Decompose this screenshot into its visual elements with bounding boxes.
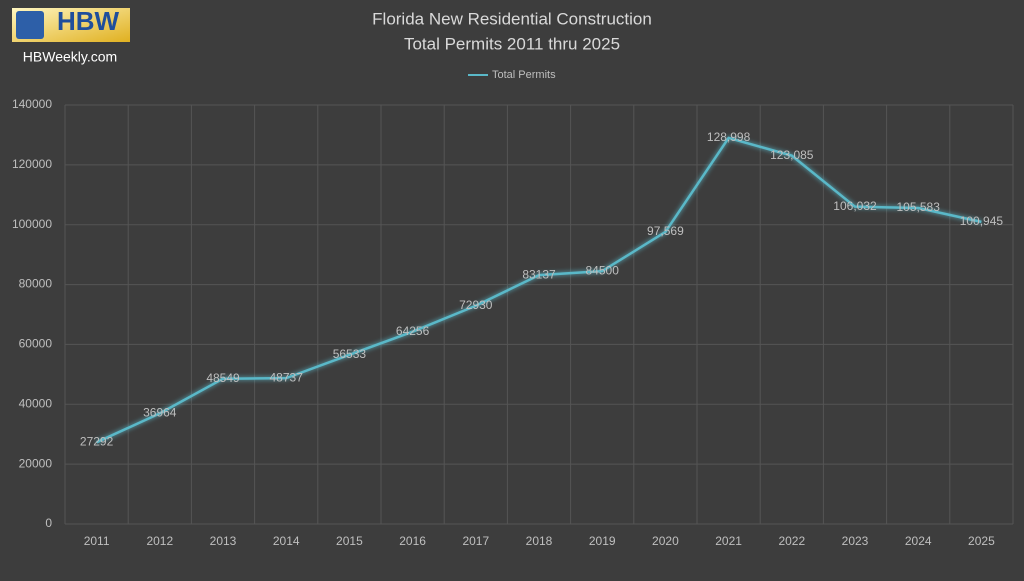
x-tick-label: 2013 — [210, 534, 237, 548]
data-label: 56533 — [333, 347, 367, 361]
y-tick-label: 20000 — [19, 456, 53, 470]
y-tick-label: 120000 — [12, 157, 52, 171]
x-tick-label: 2015 — [336, 534, 363, 548]
x-tick-label: 2022 — [778, 534, 805, 548]
data-label: 97,569 — [647, 224, 684, 238]
data-label: 72930 — [459, 298, 493, 312]
data-label: 84500 — [586, 263, 620, 277]
y-tick-label: 60000 — [19, 337, 53, 351]
data-label: 128,998 — [707, 130, 751, 144]
chart-title: Florida New Residential Construction — [372, 9, 652, 28]
site-name: HBWeekly.com — [23, 49, 117, 65]
y-tick-label: 40000 — [19, 396, 53, 410]
legend-label: Total Permits — [492, 69, 556, 81]
data-label: 106,032 — [833, 199, 877, 213]
y-tick-label: 140000 — [12, 97, 52, 111]
x-tick-label: 2018 — [526, 534, 553, 548]
logo-icon — [16, 11, 44, 39]
x-tick-label: 2019 — [589, 534, 616, 548]
data-label: 27292 — [80, 434, 114, 448]
chart-subtitle: Total Permits 2011 thru 2025 — [404, 34, 620, 53]
x-tick-label: 2016 — [399, 534, 426, 548]
x-tick-label: 2017 — [462, 534, 489, 548]
data-label: 123,085 — [770, 148, 814, 162]
data-label: 48549 — [206, 371, 240, 385]
x-tick-label: 2011 — [84, 534, 110, 548]
y-tick-label: 100000 — [12, 217, 52, 231]
x-tick-label: 2024 — [905, 534, 932, 548]
data-label: 105,583 — [897, 200, 941, 214]
data-label: 83137 — [522, 267, 556, 281]
x-tick-label: 2020 — [652, 534, 679, 548]
x-tick-label: 2012 — [146, 534, 173, 548]
x-tick-label: 2025 — [968, 534, 995, 548]
data-label: 48737 — [270, 370, 304, 384]
data-label: 64256 — [396, 324, 430, 338]
x-tick-label: 2014 — [273, 534, 300, 548]
x-tick-label: 2023 — [842, 534, 869, 548]
logo-text: HBW — [57, 6, 120, 36]
data-label: 36964 — [143, 406, 177, 420]
y-tick-label: 80000 — [19, 277, 53, 291]
data-line — [96, 136, 982, 444]
y-tick-label: 0 — [45, 516, 52, 530]
data-label: 100,945 — [960, 214, 1004, 228]
x-tick-label: 2021 — [715, 534, 742, 548]
